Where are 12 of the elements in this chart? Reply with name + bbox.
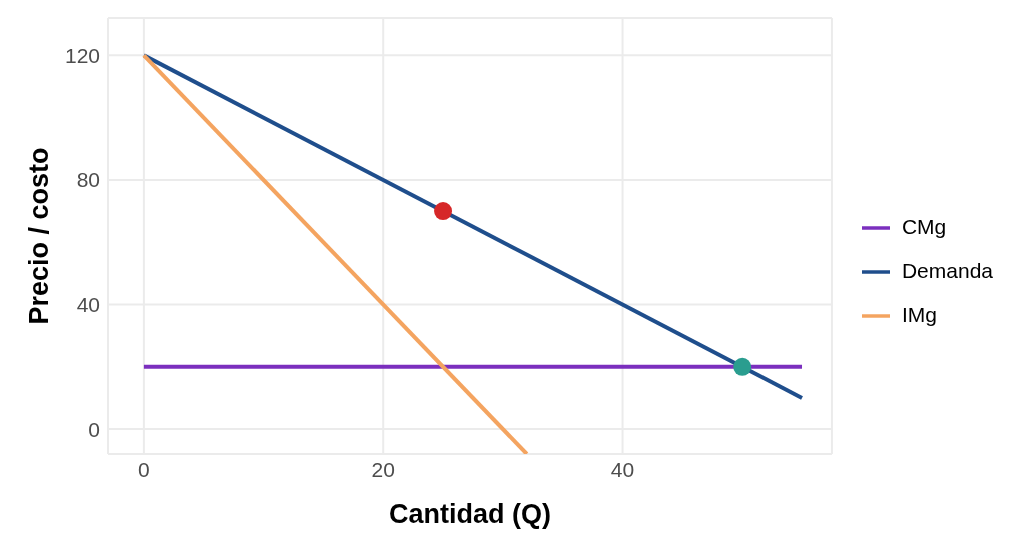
- y-axis-title: Precio / costo: [23, 147, 54, 325]
- x-axis-title: Cantidad (Q): [388, 499, 551, 530]
- legend-label: CMg: [901, 215, 947, 238]
- x-tick-label: 20: [371, 457, 395, 481]
- x-tick-label: 40: [610, 457, 635, 481]
- y-tick-label: 120: [64, 43, 100, 67]
- y-tick-label: 0: [88, 417, 100, 441]
- y-tick-label: 80: [76, 168, 100, 192]
- x-tick-label: 0: [138, 457, 150, 481]
- legend-label: Demanda: [901, 259, 993, 282]
- y-tick-label: 40: [76, 292, 100, 316]
- legend-label: IMg: [901, 303, 937, 326]
